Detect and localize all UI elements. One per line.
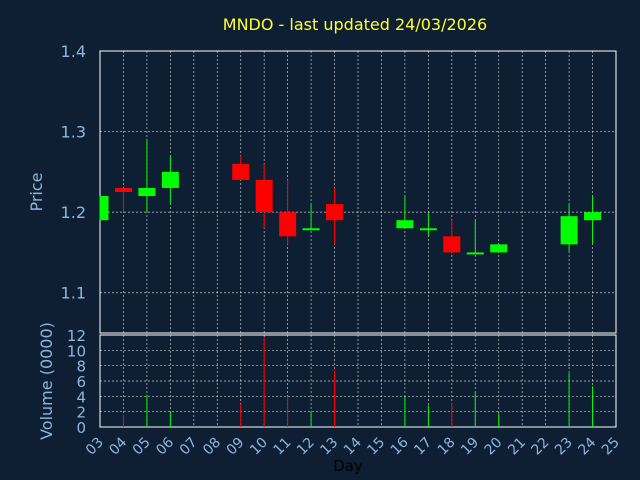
x-tick-label: 24 xyxy=(575,434,599,458)
volume-tick-label: 0 xyxy=(76,419,86,437)
chart-title: MNDO - last updated 24/03/2026 xyxy=(223,15,487,34)
volume-axis-label: Volume (0000) xyxy=(37,322,56,440)
x-tick-label: 15 xyxy=(364,435,388,459)
x-tick-label: 04 xyxy=(106,434,130,458)
x-tick-label: 23 xyxy=(552,435,576,459)
candle-body xyxy=(232,163,250,180)
x-tick-label: 06 xyxy=(153,434,177,458)
x-tick-label: 07 xyxy=(177,435,201,459)
x-tick-label: 25 xyxy=(599,435,623,459)
candle-body xyxy=(114,187,132,192)
candle-body xyxy=(584,212,602,221)
x-tick-labels: 03 04 05 06 07 08 09 10 11 12 13 14 15 16 17 18 19 20 21 22… xyxy=(83,434,623,458)
x-tick-label: 11 xyxy=(271,435,295,459)
volume-tick-label: 6 xyxy=(76,373,86,391)
price-tick-label: 1.2 xyxy=(61,203,86,222)
x-tick-label: 14 xyxy=(341,434,365,458)
candle-body xyxy=(443,236,461,253)
candle-body xyxy=(466,252,484,255)
x-tick-label: 08 xyxy=(200,435,224,459)
volume-tick-label: 8 xyxy=(76,358,86,376)
x-tick-label: 09 xyxy=(224,435,248,459)
candle-body xyxy=(396,220,414,229)
plot-frames xyxy=(99,50,617,428)
price-tick-label: 1.4 xyxy=(61,42,86,61)
volume-tick-label: 10 xyxy=(67,342,86,360)
candle-body xyxy=(100,196,109,221)
candle-body xyxy=(279,212,297,237)
candle-body xyxy=(302,228,320,231)
price-tick-label: 1.3 xyxy=(61,123,86,142)
candle-body xyxy=(490,244,508,253)
candle-body xyxy=(419,228,437,231)
x-tick-label: 12 xyxy=(294,435,318,459)
price-axis-label: Price xyxy=(27,172,46,211)
volume-bars xyxy=(122,337,594,427)
x-tick-label: 22 xyxy=(529,435,553,459)
x-tick-label: 21 xyxy=(505,435,529,459)
candle-body xyxy=(138,187,156,197)
price-tick-label: 1.1 xyxy=(61,284,86,303)
price-y-ticks: 1.1 1.2 1.3 1.4 xyxy=(61,42,86,303)
volume-panel-frame xyxy=(99,334,617,428)
volume-tick-label: 12 xyxy=(67,327,86,345)
grid xyxy=(99,50,617,428)
x-tick-label: 20 xyxy=(482,435,506,459)
price-panel-frame xyxy=(99,50,617,334)
candle-body xyxy=(560,216,578,245)
x-tick-label: 18 xyxy=(435,435,459,459)
x-tick-label: 10 xyxy=(247,435,271,459)
x-tick-label: 03 xyxy=(83,435,107,459)
x-tick-label: 13 xyxy=(317,435,341,459)
candle-body xyxy=(161,171,179,188)
volume-tick-label: 2 xyxy=(76,404,86,422)
x-axis-label: Day xyxy=(333,457,363,475)
volume-tick-label: 4 xyxy=(76,388,86,406)
candles xyxy=(99,139,602,255)
candle-body xyxy=(255,179,273,213)
x-tick-label: 05 xyxy=(130,435,154,459)
x-tick-label: 19 xyxy=(458,435,482,459)
candle-body xyxy=(326,204,344,221)
x-tick-label: 17 xyxy=(411,435,435,459)
x-tick-label: 16 xyxy=(388,434,412,458)
